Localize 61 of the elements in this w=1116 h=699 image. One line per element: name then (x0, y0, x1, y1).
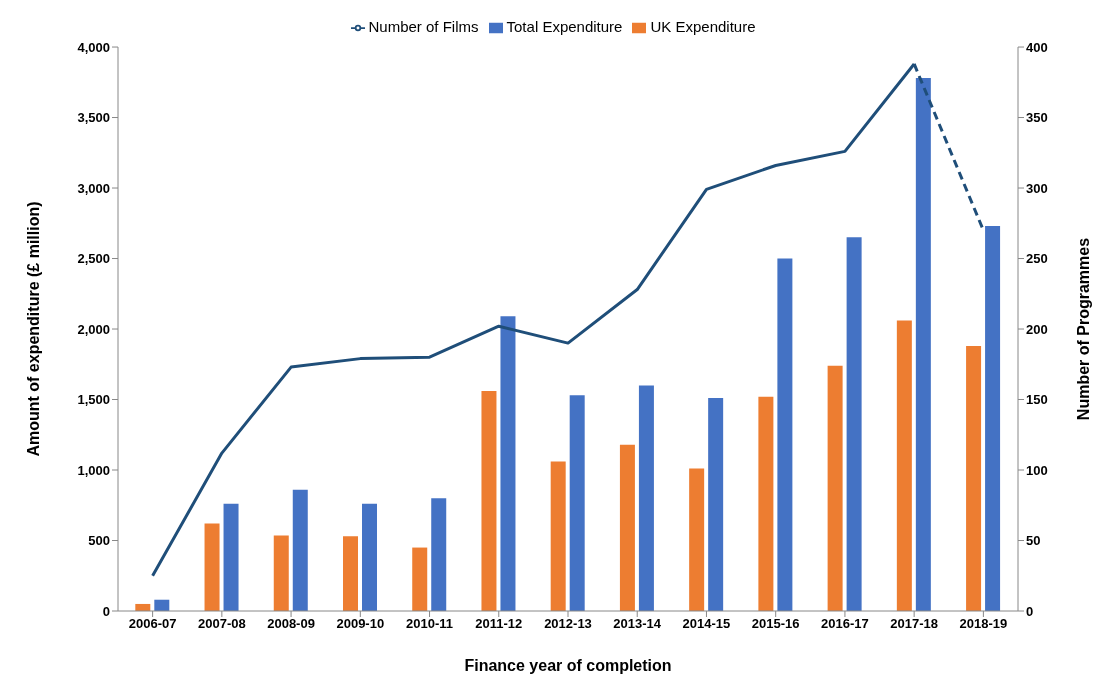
bar (273, 535, 289, 611)
y2-tick-label: 350 (1026, 110, 1048, 126)
bar (777, 258, 793, 611)
x-tick-label: 2009-10 (336, 616, 385, 632)
bar (500, 316, 516, 611)
x-tick-label: 2017-18 (890, 616, 939, 632)
x-tick-label: 2014-15 (682, 616, 731, 632)
bar (689, 468, 705, 611)
bar (343, 536, 358, 611)
y2-tick-label: 300 (1026, 180, 1048, 196)
y2-tick-label: 150 (1026, 392, 1048, 408)
y-tick-label: 4,000 (77, 39, 110, 55)
x-tick-label: 2016-17 (821, 616, 869, 632)
y-tick-label: 500 (88, 533, 110, 549)
bar (985, 226, 1001, 611)
bar (412, 547, 428, 611)
y2-tick-label: 200 (1026, 321, 1048, 337)
x-tick-label: 2015-16 (751, 616, 800, 632)
x-axis-title: Finance year of completion (464, 657, 672, 674)
bar (966, 345, 982, 611)
bar (362, 503, 377, 611)
x-tick-label: 2012-13 (544, 616, 592, 632)
y-tick-label: 3,500 (77, 110, 110, 126)
y2-tick-label: 0 (1026, 603, 1034, 619)
x-tick-label: 2011-12 (475, 616, 523, 632)
bar (846, 237, 862, 611)
x-tick-label: 2007-08 (197, 616, 246, 632)
bar (223, 503, 239, 611)
bar (827, 365, 843, 611)
y-tick-label: 2,500 (77, 251, 110, 267)
y2-tick-label: 400 (1026, 39, 1048, 55)
bar (292, 489, 308, 611)
bar (550, 461, 566, 611)
bar (481, 391, 497, 611)
bar (619, 444, 635, 611)
y-tick-label: 0 (102, 603, 110, 619)
y2-axis-title: Number of Programmes (1074, 237, 1092, 421)
y-tick-label: 3,000 (77, 180, 110, 196)
bar (896, 320, 912, 611)
x-tick-label: 2006-07 (128, 616, 177, 632)
y-tick-label: 2,000 (77, 321, 110, 337)
x-tick-label: 2018-19 (959, 616, 1008, 632)
bar (431, 498, 447, 611)
legend-label: Number of Films (368, 18, 479, 35)
legend-label: Total Expenditure (506, 18, 623, 35)
y-tick-label: 1,000 (77, 462, 110, 478)
y-axis-title: Amount of expenditure (£ million) (24, 201, 42, 457)
legend-label: UK Expenditure (650, 18, 756, 35)
bar (204, 523, 220, 611)
x-tick-label: 2013-14 (613, 616, 662, 632)
bar (569, 395, 585, 611)
y2-tick-label: 250 (1026, 251, 1048, 267)
bar (915, 78, 931, 611)
x-tick-label: 2010-11 (406, 616, 454, 632)
y-tick-label: 1,500 (77, 392, 110, 408)
x-tick-label: 2008-09 (267, 616, 315, 632)
bar (758, 396, 774, 611)
y2-tick-label: 50 (1026, 533, 1041, 549)
y2-tick-label: 100 (1026, 462, 1048, 478)
bar (638, 385, 654, 611)
bar (708, 398, 724, 611)
